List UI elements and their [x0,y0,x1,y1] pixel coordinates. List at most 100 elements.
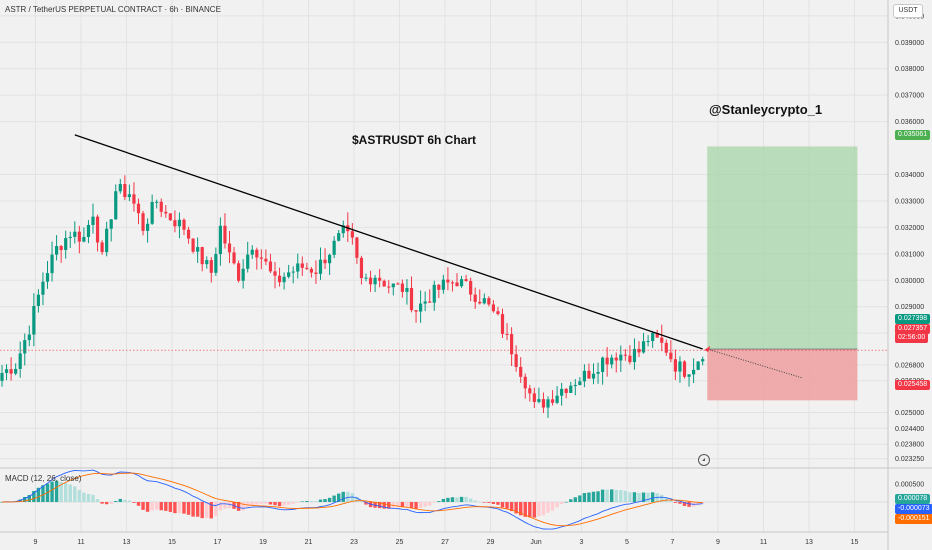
time-tick-label: 17 [214,539,222,546]
macd-histogram-bar [505,502,509,509]
chart-annotation-title[interactable]: $ASTRUSDT 6h Chart [352,133,477,147]
macd-histogram-bar [82,492,86,502]
candle-body [323,259,327,264]
macd-histogram-bar [550,502,555,511]
time-axis[interactable]: 9 11 13 15 17 19 21 23 25 27 29 Jun 3 5 7 9 11 13 15 [34,539,859,546]
macd-histogram-bar [309,501,314,502]
replay-icon[interactable] [698,454,710,466]
macd-histogram-bar [600,489,605,502]
macd-histogram-bar [464,496,468,502]
macd-histogram-bar [332,495,336,502]
macd-histogram-bar [364,502,368,505]
macd-histogram-bar [145,502,150,512]
candle-body [123,184,127,198]
candle-body [109,219,113,229]
macd-histogram-bar [182,502,186,514]
candle-body [578,381,582,386]
signal-line [1,472,703,527]
macd-histogram-bar [300,501,304,502]
macd-histogram-bar [173,502,177,514]
macd-histogram-bar [482,502,486,503]
macd-histogram-bar [159,502,163,511]
candle-body [478,301,482,304]
time-tick-label: 11 [77,539,84,546]
macd-histogram-bar [405,502,409,507]
candle-body [355,237,359,258]
macd-histogram-bar [27,494,31,502]
price-tick-label: 0.024400 [895,426,924,433]
candle-body [514,354,518,367]
candle-body [0,372,4,381]
drawing-lines[interactable] [0,134,888,379]
candle-body [305,267,309,269]
candle-body [387,286,391,288]
macd-histogram-bar [136,502,141,506]
macd-histogram-bar [673,502,678,503]
candle-body [596,371,600,374]
macd-histogram-bar [437,501,441,502]
time-tick-label: 29 [487,539,495,546]
macd-histogram-bar [355,496,359,502]
macd-histogram-bar [155,502,159,510]
macd-histogram-bar [95,499,100,502]
time-tick-label: 25 [396,539,404,546]
macd-histogram-bar [127,500,132,502]
macd-histogram-bar [519,502,523,516]
candle-body [469,281,473,295]
macd-histogram-bar [132,502,136,503]
macd-histogram-bar [191,502,195,517]
time-tick-label: 23 [350,539,358,546]
candle-body [628,355,632,363]
macd-histogram-bar [32,490,36,502]
macd-histogram-bar [118,498,122,502]
candle-body [150,202,154,224]
stop-zone[interactable] [707,349,858,401]
macd-histogram-bar [259,502,264,504]
macd-histogram-bar [23,496,27,502]
time-tick-label: 13 [805,539,813,546]
long-position-tool[interactable] [707,146,858,401]
candle-body [541,399,546,408]
candle-body [678,361,682,372]
macd-histogram-bar [664,497,668,502]
macd-histogram-bar [54,480,59,502]
macd-histogram-bar [264,502,268,504]
currency-unit-button[interactable]: USDT [893,4,923,18]
price-axis-label: 0.035061 [895,130,931,140]
candle-body [95,216,100,243]
candle-body [332,240,336,255]
descending-trendline[interactable] [74,134,703,350]
price-tick-label: 0.039000 [895,40,924,47]
candle-body [419,303,423,312]
macd-histogram-bar [396,502,400,508]
macd-label[interactable]: MACD (12, 26, close) [5,474,82,483]
price-tick-label: 0.036000 [895,119,924,126]
candle-body [41,281,45,295]
macd-histogram-bar [459,496,464,502]
candle-body [482,298,486,304]
candle-body [318,259,323,274]
macd-histogram-bar [455,497,459,502]
candle-body [246,254,250,269]
candle-body [82,237,86,242]
time-tick-label: 19 [259,539,267,546]
macd-histogram-bar [318,499,323,502]
macd-histogram-bar [423,502,427,507]
macd-histogram-bar [391,502,395,508]
macd-value-label: 0.000078 [895,494,931,504]
target-zone[interactable] [707,146,858,350]
candle-body [132,194,136,204]
author-handle[interactable]: @Stanleycrypto_1 [709,102,823,117]
price-tick-label: 0.031000 [895,251,924,258]
macd-histogram-bar [100,502,104,504]
macd-histogram-bar [432,502,436,503]
macd-histogram-bar [682,502,687,506]
projection-line[interactable] [707,348,803,379]
candle-body [491,304,495,312]
macd-histogram-bar [441,498,446,502]
candle-body [637,348,641,353]
macd-histogram-bar [377,502,382,509]
candle-body [669,352,673,360]
candle-body [59,246,63,250]
